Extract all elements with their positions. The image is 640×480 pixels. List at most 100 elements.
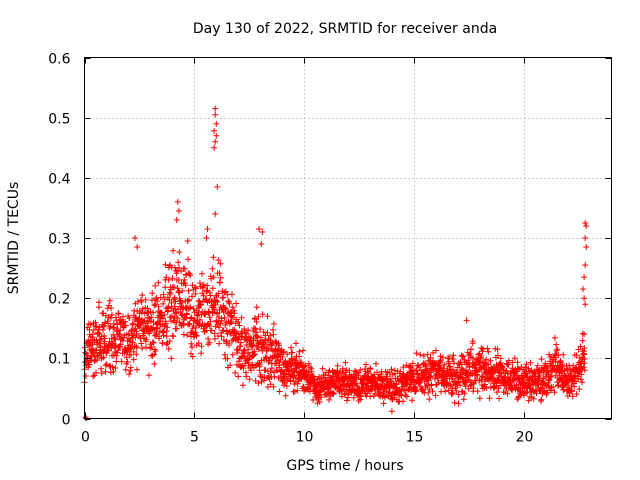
data-point — [211, 144, 218, 151]
data-point — [358, 392, 364, 399]
data-point — [268, 365, 275, 372]
data-point — [227, 362, 234, 369]
data-point — [450, 352, 457, 359]
data-point — [173, 325, 180, 332]
data-point — [163, 328, 170, 335]
data-point — [294, 387, 301, 394]
data-point — [470, 380, 477, 387]
data-point — [416, 364, 423, 371]
data-point — [571, 383, 578, 390]
data-point — [127, 352, 134, 358]
data-point — [374, 369, 381, 376]
data-point — [258, 378, 265, 385]
data-points — [81, 105, 590, 422]
data-point — [513, 382, 520, 388]
data-point — [200, 292, 207, 299]
data-point — [581, 274, 588, 281]
data-point — [113, 352, 120, 359]
data-point — [126, 371, 133, 378]
x-axis-label: GPS time / hours — [286, 458, 403, 474]
data-point — [109, 364, 116, 370]
data-point — [272, 338, 279, 345]
data-point — [538, 356, 545, 363]
data-point — [577, 343, 584, 350]
data-point — [102, 368, 109, 375]
data-point — [552, 351, 558, 358]
data-point — [205, 335, 212, 342]
data-point — [302, 362, 309, 369]
data-point — [485, 361, 492, 368]
data-point — [409, 360, 416, 367]
data-point — [509, 365, 516, 372]
data-point — [149, 290, 156, 297]
data-point — [576, 386, 583, 393]
data-point — [162, 284, 169, 291]
data-point — [145, 372, 152, 379]
data-point — [374, 380, 381, 387]
data-point — [356, 369, 362, 376]
data-point — [160, 300, 166, 307]
data-point — [427, 354, 434, 361]
data-point — [456, 382, 463, 389]
data-point — [117, 327, 124, 334]
plot-frame — [84, 57, 612, 419]
data-point — [451, 399, 458, 406]
data-point — [156, 318, 163, 325]
data-point — [107, 323, 114, 330]
data-point — [214, 183, 221, 190]
data-point — [113, 358, 120, 365]
data-point — [251, 351, 258, 358]
data-point — [294, 380, 301, 387]
data-point — [243, 373, 250, 380]
data-point — [181, 276, 188, 283]
data-point — [169, 275, 176, 282]
data-point — [222, 305, 229, 312]
data-point — [264, 329, 271, 336]
y-axis-label: SRMTID / TECUs — [6, 182, 22, 295]
data-point — [296, 348, 303, 355]
data-point — [216, 314, 222, 320]
data-point — [192, 324, 199, 331]
data-point — [580, 364, 587, 371]
data-point — [110, 368, 117, 375]
data-point — [496, 395, 503, 402]
data-point — [98, 370, 105, 377]
data-point — [155, 303, 162, 310]
data-point — [460, 353, 467, 360]
data-point — [213, 120, 220, 127]
data-point — [363, 361, 369, 368]
data-point — [191, 317, 198, 323]
data-point — [254, 334, 261, 341]
data-point — [173, 270, 180, 277]
data-point — [238, 314, 245, 321]
data-point — [553, 341, 560, 348]
data-point — [183, 314, 190, 321]
data-point — [581, 356, 588, 362]
data-point — [210, 274, 217, 281]
data-point — [536, 372, 543, 379]
data-point — [215, 290, 222, 297]
data-point — [238, 354, 245, 361]
x-tick-label: 15 — [406, 430, 424, 446]
data-point — [554, 346, 561, 353]
data-point — [298, 359, 305, 366]
data-point — [485, 348, 492, 355]
data-point — [442, 388, 449, 395]
data-point — [213, 132, 220, 139]
data-point — [209, 285, 216, 292]
data-point — [196, 304, 203, 311]
data-point — [217, 260, 224, 267]
data-point — [441, 361, 448, 368]
data-point — [142, 296, 149, 303]
data-point — [229, 304, 236, 311]
data-point — [236, 358, 242, 365]
data-point — [237, 339, 244, 346]
data-point — [365, 369, 372, 376]
data-point — [436, 364, 443, 371]
data-point — [448, 389, 455, 396]
data-point — [134, 366, 140, 373]
data-point — [527, 359, 534, 366]
data-point — [93, 323, 100, 330]
data-point — [534, 362, 541, 369]
data-point — [148, 314, 155, 321]
